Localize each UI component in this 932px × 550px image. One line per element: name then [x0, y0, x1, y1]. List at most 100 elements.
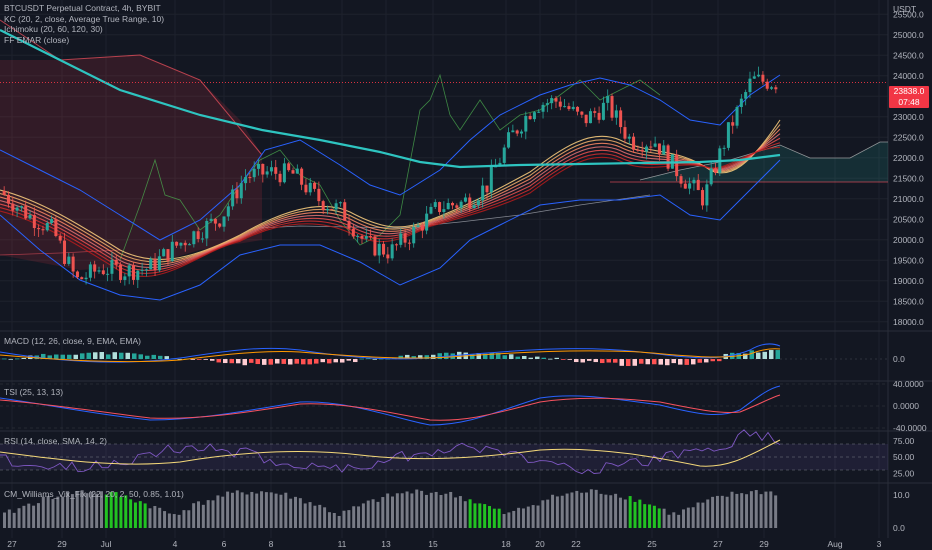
vix-bar — [589, 489, 593, 528]
vix-bar — [269, 492, 273, 528]
vix-bar — [677, 514, 681, 528]
candle-body — [399, 233, 403, 245]
macd-histogram-bar — [424, 355, 429, 359]
candle-body — [45, 222, 49, 231]
macd-histogram-bar — [268, 359, 273, 365]
vix-bar — [114, 492, 118, 528]
candle-body — [662, 145, 666, 155]
vix-bar — [172, 514, 176, 528]
vix-bar — [754, 490, 758, 528]
macd-histogram-bar — [684, 359, 689, 365]
candle-body — [15, 207, 19, 211]
vix-bar — [357, 506, 361, 528]
candle-body — [571, 106, 575, 110]
vix-bar — [667, 514, 671, 528]
vix-bar — [405, 491, 409, 528]
vix-bar — [546, 499, 550, 528]
vix-bar — [570, 492, 574, 528]
macd-histogram-bar — [359, 358, 364, 360]
candle-body — [308, 182, 312, 193]
vix-bar — [187, 510, 191, 528]
vix-bar — [56, 496, 60, 528]
vix-bar — [41, 496, 45, 528]
vix-bar — [347, 510, 351, 528]
vix-bar — [294, 496, 297, 528]
vix-bar — [318, 504, 322, 528]
candle-body — [71, 256, 75, 272]
vix-bar — [541, 500, 545, 528]
x-tick-label: 27 — [713, 539, 723, 549]
x-tick-label: 11 — [338, 539, 347, 549]
candle-body — [136, 270, 140, 280]
ichimoku-span-b — [0, 19, 263, 156]
vix-bar — [245, 494, 249, 528]
macd-histogram-bar — [554, 357, 559, 359]
vix-bar — [628, 496, 632, 528]
x-tick-label: 20 — [535, 539, 545, 549]
macd-histogram-bar — [288, 359, 293, 365]
x-tick-label: 4 — [173, 539, 178, 549]
candle-body — [657, 143, 661, 155]
vix-bar — [163, 511, 167, 528]
candle-body — [119, 264, 123, 280]
vix-bar — [599, 493, 603, 528]
vix-bar — [652, 505, 656, 528]
macd-histogram-bar — [340, 359, 345, 363]
candle-body — [213, 218, 217, 224]
candle-body — [356, 235, 360, 237]
macd-histogram-bar — [522, 355, 527, 359]
vix-bar — [216, 495, 220, 528]
macd-histogram-bar — [587, 359, 592, 361]
legend-symbol: BTCUSDT Perpetual Contract, 4h, BYBIT — [4, 3, 161, 13]
vix-bar — [27, 503, 31, 528]
vix-bar — [226, 491, 230, 528]
ema-ribbon-line — [0, 119, 781, 260]
candle-body — [511, 130, 515, 133]
x-tick-label: 15 — [428, 539, 438, 549]
candle-body — [131, 265, 135, 280]
candle-body — [257, 163, 261, 169]
macd-histogram-bar — [730, 352, 735, 359]
vix-bar — [682, 509, 685, 528]
macd-histogram-bar — [73, 354, 78, 359]
candle-body — [278, 173, 282, 183]
vix-bar — [36, 503, 40, 528]
macd-histogram-bar — [717, 359, 722, 362]
vix-bar — [342, 510, 346, 528]
x-tick-label: Jul — [101, 539, 112, 549]
vix-bar — [575, 490, 579, 528]
vix-bar — [279, 494, 283, 528]
macd-histogram-bar — [405, 354, 410, 359]
candle-body — [282, 163, 286, 183]
vix-bar — [240, 492, 244, 528]
candle-body — [472, 205, 476, 209]
vix-bar — [177, 514, 181, 528]
vix-bar — [759, 494, 763, 528]
candle-body — [37, 228, 41, 230]
vix-bar — [735, 493, 739, 528]
vix-bar — [633, 501, 637, 528]
vix-bar — [774, 495, 778, 528]
vix-bar — [32, 505, 36, 528]
candle-body — [524, 115, 528, 132]
candle-body — [627, 136, 631, 139]
vix-bar — [386, 493, 390, 528]
vix-bar — [565, 493, 569, 528]
price-tick-label: 20000.0 — [893, 235, 924, 245]
tsi-tick-label: 40.0000 — [893, 379, 924, 389]
macd-histogram-bar — [21, 357, 26, 359]
candle-body — [614, 110, 618, 118]
candle-body — [463, 197, 467, 202]
candle-body — [588, 111, 592, 124]
vix-bar — [66, 491, 70, 528]
candle-body — [239, 183, 243, 199]
candle-body — [2, 190, 6, 195]
vix-bar — [167, 513, 171, 528]
candle-body — [679, 176, 683, 184]
macd-histogram-bar — [41, 353, 46, 359]
macd-histogram-bar — [112, 352, 117, 359]
vix-bar — [478, 503, 482, 528]
macd-histogram-bar — [561, 359, 566, 360]
candle-body — [162, 249, 166, 257]
